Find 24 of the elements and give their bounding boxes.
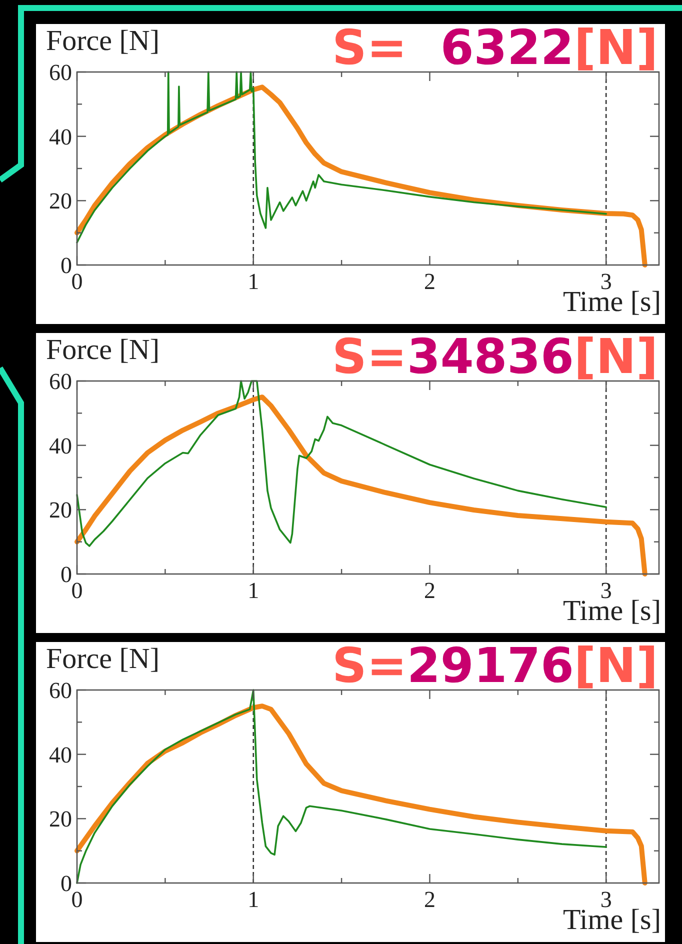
y-tick-label: 40 (49, 433, 72, 458)
chart-title: S=29176[N] (332, 638, 658, 694)
chart-title: S= 6322[N] (332, 20, 658, 76)
y-tick-label: 40 (49, 742, 72, 768)
y-tick-label: 60 (49, 369, 72, 394)
y-tick-label: 40 (49, 124, 72, 150)
y-axis-title: Force [N] (46, 643, 160, 675)
x-tick-label: 1 (248, 578, 260, 603)
y-tick-label: 20 (49, 498, 72, 523)
y-tick-label: 60 (49, 678, 72, 704)
x-tick-label: 2 (424, 578, 436, 603)
y-tick-label: 20 (49, 806, 72, 832)
y-axis-title: Force [N] (46, 25, 160, 57)
y-tick-label: 0 (60, 562, 72, 588)
x-tick-label: 1 (248, 887, 260, 912)
x-tick-label: 1 (248, 269, 260, 294)
y-tick-label: 0 (60, 253, 72, 278)
x-tick-label: 2 (424, 887, 436, 912)
y-axis-title: Force [N] (46, 334, 160, 366)
y-tick-label: 20 (49, 188, 72, 214)
x-tick-label: 2 (424, 269, 436, 294)
chart-title: S=34836[N] (332, 329, 658, 385)
y-tick-label: 0 (60, 871, 72, 896)
y-tick-label: 60 (49, 60, 72, 86)
